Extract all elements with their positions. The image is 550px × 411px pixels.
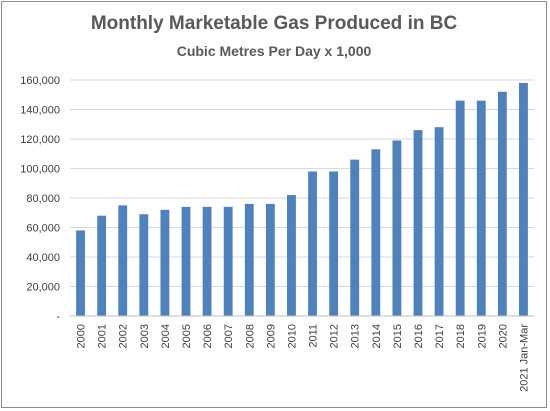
y-tick-label: 100,000 [20,164,60,176]
y-tick-label: 60,000 [26,223,60,235]
x-tick-label: 2006 [202,324,214,348]
y-tick-label: 20,000 [26,282,60,294]
bar-2010 [287,195,296,316]
y-tick-label: 120,000 [20,134,60,146]
x-axis-ticks: 2000 2001 2002 2003 2004 2005 2006 2007 2008 2009… [76,324,531,392]
x-tick-label: 2011 [308,324,320,348]
x-tick-label: 2000 [76,324,88,348]
bar-2021-jan-mar [519,82,528,316]
bar-2009 [265,203,275,316]
bar-2014 [371,149,381,316]
bar-2017 [434,127,444,316]
y-tick-label: 140,000 [20,105,60,117]
bar-2006 [202,206,212,316]
x-tick-label: 2014 [371,324,383,348]
x-tick-label: 2017 [434,324,446,348]
chart-title: Monthly Marketable Gas Produced in BC [90,13,458,34]
x-tick-label: 2015 [392,324,404,348]
bar-2015 [392,140,402,316]
y-tick-label: 160,000 [20,75,60,87]
x-tick-label: 2018 [455,324,467,348]
bar-2013 [350,159,360,316]
bar-2003 [139,214,149,316]
x-tick-label: 2010 [286,324,298,348]
x-tick-label: 2005 [181,324,193,348]
x-tick-label: 2003 [139,324,151,348]
bar-2012 [329,171,339,316]
y-tick-label: - [56,311,60,323]
x-tick-label: 2007 [223,324,235,348]
bar-2011 [308,171,317,316]
bar-2019 [476,100,486,317]
bar-2008 [244,203,254,316]
bar-2001 [97,215,107,316]
bar-2005 [181,206,191,316]
x-tick-label: 2013 [350,324,362,348]
bar-2000 [76,230,85,316]
chart-subtitle: Cubic Metres Per Day x 1,000 [176,43,372,59]
bars [76,82,528,317]
bar-2007 [223,206,233,316]
x-tick-label: 2012 [329,324,341,348]
x-tick-label: 2002 [118,324,130,348]
x-tick-label: 2016 [413,324,425,348]
x-tick-label: 2009 [265,324,277,348]
y-axis-ticks: - 20,000 40,000 60,000 80,000 100,000 120,000 1… [20,75,60,323]
bar-2020 [497,91,507,316]
bar-2002 [118,205,128,316]
bar-2016 [413,130,423,316]
x-tick-label: 2020 [497,324,509,348]
x-tick-label: 2008 [244,324,256,348]
bar-2004 [160,209,170,316]
x-tick-label: 2001 [97,324,109,348]
y-tick-label: 80,000 [26,193,60,205]
x-tick-label: 2019 [476,324,488,348]
y-tick-label: 40,000 [26,252,60,264]
bar-2018 [455,100,465,317]
x-tick-label: 2004 [160,324,172,348]
x-tick-label: 2021 Jan-Mar [518,324,530,392]
